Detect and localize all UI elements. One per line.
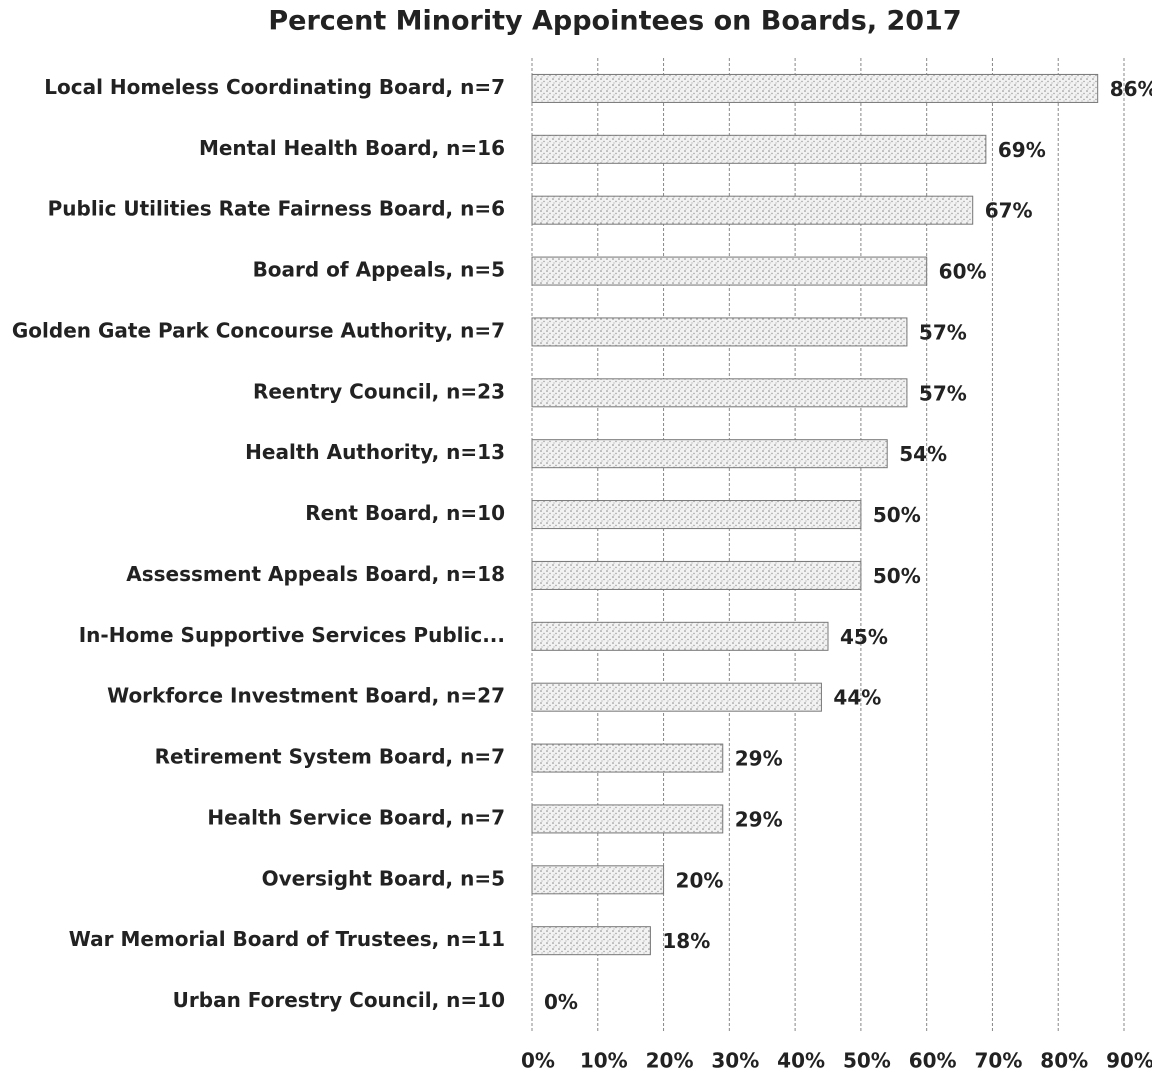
x-tick-label: 60% xyxy=(909,1049,957,1073)
y-tick-label: Retirement System Board, n=7 xyxy=(155,745,505,769)
data-label: 44% xyxy=(833,686,881,710)
bar xyxy=(531,73,1099,103)
y-tick-label: Golden Gate Park Concourse Authority, n=… xyxy=(12,318,505,342)
data-label: 29% xyxy=(735,747,783,771)
bar xyxy=(531,317,908,347)
y-tick-label: In-Home Supportive Services Public... xyxy=(79,623,505,647)
bar xyxy=(531,865,665,895)
x-tick-label: 0% xyxy=(521,1049,555,1073)
y-tick-label: Public Utilities Rate Fairness Board, n=… xyxy=(48,197,505,221)
bar xyxy=(531,439,888,469)
bar xyxy=(531,256,928,286)
y-tick-label: Urban Forestry Council, n=10 xyxy=(173,988,505,1012)
bar xyxy=(531,926,651,956)
x-tick-label: 20% xyxy=(646,1049,694,1073)
data-label: 69% xyxy=(998,138,1046,162)
data-label: 86% xyxy=(1110,77,1152,101)
x-tick-label: 50% xyxy=(843,1049,891,1073)
y-tick-label: Workforce Investment Board, n=27 xyxy=(107,684,505,708)
x-tick-label: 90% xyxy=(1106,1049,1152,1073)
x-tick-label: 40% xyxy=(777,1049,825,1073)
y-tick-label: Health Service Board, n=7 xyxy=(207,805,505,829)
chart-title: Percent Minority Appointees on Boards, 2… xyxy=(268,6,961,37)
y-tick-label: Local Homeless Coordinating Board, n=7 xyxy=(44,75,505,99)
x-tick-label: 80% xyxy=(1040,1049,1088,1073)
y-tick-label: War Memorial Board of Trustees, n=11 xyxy=(69,927,505,951)
bar xyxy=(531,621,829,651)
bar xyxy=(531,743,724,773)
data-label: 57% xyxy=(919,320,967,344)
bar xyxy=(531,500,862,530)
y-tick-label: Health Authority, n=13 xyxy=(245,440,505,464)
data-label: 45% xyxy=(840,625,888,649)
data-label: 67% xyxy=(985,199,1033,223)
data-label: 18% xyxy=(662,929,710,953)
bar xyxy=(531,804,724,834)
bar xyxy=(531,134,987,164)
bar xyxy=(531,378,908,408)
data-label: 50% xyxy=(873,564,921,588)
y-tick-label: Board of Appeals, n=5 xyxy=(253,258,505,282)
y-tick-label: Mental Health Board, n=16 xyxy=(199,136,505,160)
y-tick-label: Rent Board, n=10 xyxy=(305,501,505,525)
x-tick-label: 30% xyxy=(711,1049,759,1073)
x-tick-label: 10% xyxy=(580,1049,628,1073)
data-label: 60% xyxy=(939,260,987,284)
data-label: 29% xyxy=(735,807,783,831)
y-tick-label: Oversight Board, n=5 xyxy=(262,866,505,890)
data-label: 20% xyxy=(676,868,724,892)
bar xyxy=(531,560,862,590)
data-label: 54% xyxy=(899,442,947,466)
data-label: 57% xyxy=(919,381,967,405)
data-label: 50% xyxy=(873,503,921,527)
x-tick-label: 70% xyxy=(975,1049,1023,1073)
bar xyxy=(531,682,822,712)
y-tick-label: Assessment Appeals Board, n=18 xyxy=(126,562,505,586)
bar xyxy=(531,195,974,225)
data-label: 0% xyxy=(544,990,578,1014)
y-tick-label: Reentry Council, n=23 xyxy=(253,379,505,403)
